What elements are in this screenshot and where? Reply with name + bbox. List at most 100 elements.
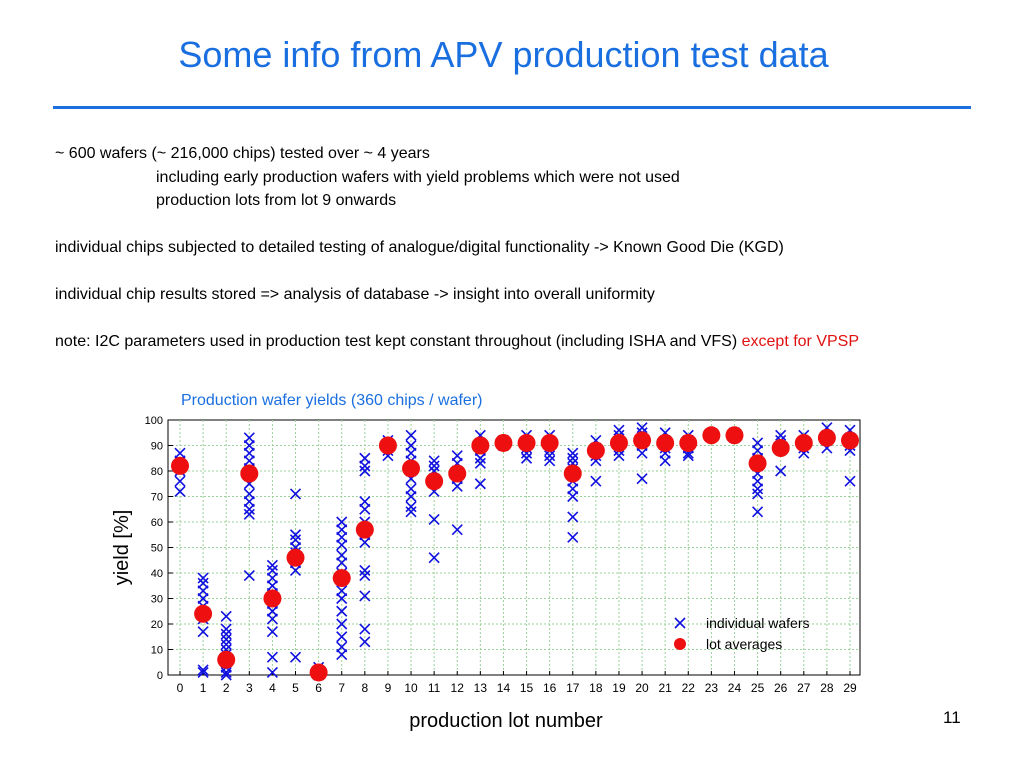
wafer-point <box>220 669 232 681</box>
wafer-point <box>752 483 764 495</box>
wafer-point <box>682 450 694 462</box>
wafer-point <box>336 605 348 617</box>
lot-average-point <box>286 548 305 567</box>
wafer-point <box>336 557 348 569</box>
lot-average-point <box>448 464 467 483</box>
body-line-early-wafers: including early production wafers with y… <box>156 168 680 186</box>
wafer-point <box>544 450 556 462</box>
lot-average-point <box>771 439 790 458</box>
y-tick-label: 20 <box>151 619 163 631</box>
title-divider <box>53 106 971 109</box>
wafer-point <box>590 475 602 487</box>
wafer-point <box>243 508 255 520</box>
lot-average-point <box>378 436 397 455</box>
wafer-point <box>428 455 440 467</box>
lot-average-point <box>586 441 605 460</box>
x-tick-label: 8 <box>361 681 368 695</box>
wafer-point <box>336 631 348 643</box>
page-number: 11 <box>943 708 961 727</box>
wafer-point <box>451 524 463 536</box>
lot-average-point <box>609 433 628 452</box>
wafer-point <box>567 452 579 464</box>
x-tick-label: 7 <box>338 681 345 695</box>
wafer-point <box>520 452 533 464</box>
x-tick-label: 25 <box>751 681 765 695</box>
x-tick-label: 2 <box>223 681 230 695</box>
x-tick-label: 28 <box>820 681 834 695</box>
x-tick-label: 24 <box>728 681 742 695</box>
slide-title: Some info from APV production test data <box>178 34 829 75</box>
legend-average-marker <box>674 638 686 650</box>
lot-average-point <box>309 663 328 682</box>
wafer-point <box>613 450 625 462</box>
wafer-point <box>197 626 209 638</box>
wafer-point <box>359 590 371 602</box>
lot-average-point <box>194 604 213 623</box>
wafer-point <box>474 452 486 464</box>
wafer-point <box>613 424 625 436</box>
lot-average-point <box>263 589 282 608</box>
wafer-point <box>289 564 302 577</box>
wafer-point <box>266 651 278 663</box>
wafer-point <box>197 664 209 676</box>
x-tick-label: 27 <box>797 681 811 695</box>
x-tick-label: 15 <box>520 681 534 695</box>
y-tick-label: 0 <box>157 670 163 682</box>
lot-average-point <box>240 464 259 483</box>
lot-average-point <box>217 650 236 669</box>
wafer-point <box>266 626 278 638</box>
wafer-point <box>428 513 440 526</box>
x-tick-label: 18 <box>589 681 603 695</box>
wafer-point <box>220 628 232 640</box>
wafer-point <box>752 506 764 518</box>
wafer-point <box>636 473 648 485</box>
x-tick-label: 5 <box>292 681 299 695</box>
legend-average-label: lot averages <box>706 636 782 652</box>
wafer-point <box>474 457 486 469</box>
y-tick-label: 100 <box>145 415 163 427</box>
x-tick-label: 9 <box>385 681 392 695</box>
wafer-point <box>289 651 302 663</box>
x-tick-label: 4 <box>269 681 276 695</box>
y-tick-label: 80 <box>151 466 163 478</box>
y-tick-label: 90 <box>151 441 163 453</box>
x-tick-label: 17 <box>566 681 580 695</box>
wafer-point <box>359 465 371 477</box>
x-tick-label: 29 <box>843 681 857 695</box>
wafer-point <box>289 529 302 541</box>
wafer-point <box>567 511 579 523</box>
wafer-point <box>336 592 348 605</box>
x-tick-label: 1 <box>200 681 207 695</box>
lot-average-point <box>841 431 859 450</box>
lot-average-point <box>563 464 582 483</box>
legend-wafer-label: individual wafers <box>706 615 810 631</box>
wafer-point <box>359 536 371 548</box>
slide-body: ~ 600 wafers (~ 216,000 chips) tested ov… <box>55 142 985 354</box>
wafer-point <box>428 460 440 472</box>
wafer-point <box>174 475 186 487</box>
wafer-point <box>336 539 348 551</box>
wafer-point <box>220 666 232 679</box>
lot-average-point <box>355 520 374 539</box>
wafer-point <box>336 618 348 630</box>
y-tick-label: 40 <box>151 568 163 580</box>
lot-average-point <box>332 569 351 588</box>
wafer-point <box>359 569 371 582</box>
lot-average-point <box>656 433 675 452</box>
lot-average-point <box>517 433 536 452</box>
wafer-point <box>567 531 579 543</box>
lot-average-point <box>702 426 721 445</box>
wafer-point <box>289 488 302 500</box>
y-tick-label: 50 <box>151 543 163 555</box>
lot-average-point <box>794 433 813 452</box>
note-text: note: I2C parameters used in production … <box>55 333 742 350</box>
lot-average-point <box>725 426 744 445</box>
wafer-point <box>752 488 764 500</box>
wafer-point <box>197 572 209 584</box>
x-tick-label: 23 <box>705 681 719 695</box>
x-tick-label: 14 <box>497 681 511 695</box>
y-tick-label: 30 <box>151 594 163 606</box>
y-axis-label: yield [%] <box>111 510 133 586</box>
lot-average-point <box>494 433 513 452</box>
wafer-point <box>451 480 463 492</box>
